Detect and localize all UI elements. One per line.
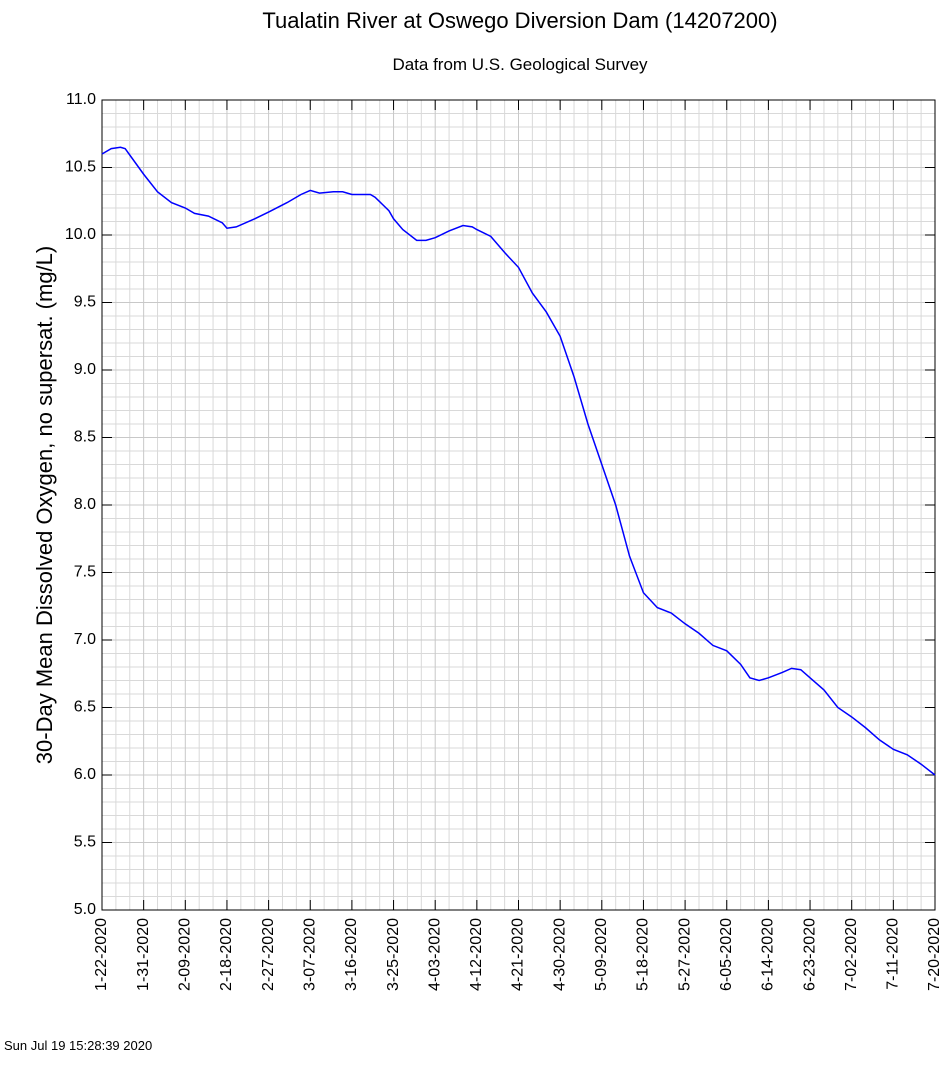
x-tick-label: 5-27-2020 [676, 918, 693, 991]
y-tick-label: 8.5 [74, 429, 96, 446]
plot-frame [101, 99, 936, 911]
x-tick-label: 7-11-2020 [885, 918, 902, 990]
y-tick-label: 10.0 [65, 226, 96, 243]
x-tick-label: 6-05-2020 [718, 918, 735, 991]
x-tick-label: 4-21-2020 [510, 918, 527, 991]
x-tick-label: 2-27-2020 [260, 918, 277, 991]
x-tick-label: 7-02-2020 [843, 918, 860, 991]
x-tick-label: 4-03-2020 [426, 918, 443, 991]
y-tick-label: 11.0 [66, 91, 96, 108]
x-tick-label: 3-07-2020 [301, 918, 318, 991]
y-tick-label: 9.0 [74, 361, 96, 378]
footer-timestamp: Sun Jul 19 15:28:39 2020 [4, 1038, 152, 1053]
y-tick-label: 5.0 [74, 901, 96, 918]
x-tick-label: 2-18-2020 [218, 918, 235, 991]
x-tick-label: 1-22-2020 [93, 918, 110, 991]
x-tick-label: 4-12-2020 [468, 918, 485, 991]
y-tick-label: 6.5 [74, 699, 96, 716]
x-tick-label: 3-16-2020 [343, 918, 360, 991]
x-tick-label: 3-25-2020 [385, 918, 402, 991]
y-tick-label: 5.5 [74, 834, 96, 851]
y-tick-label: 10.5 [65, 159, 96, 176]
y-tick-label: 7.0 [74, 631, 96, 648]
x-tick-label: 5-09-2020 [593, 918, 610, 991]
chart-title: Tualatin River at Oswego Diversion Dam (… [262, 8, 777, 33]
x-tick-label: 7-20-2020 [926, 918, 943, 991]
x-tick-label: 1-31-2020 [135, 918, 152, 991]
data-line [101, 146, 936, 776]
y-tick-label: 8.0 [74, 496, 96, 513]
x-tick-label: 6-14-2020 [760, 918, 777, 991]
x-tick-label: 5-18-2020 [635, 918, 652, 991]
y-tick-label: 7.5 [74, 564, 96, 581]
chart-subtitle: Data from U.S. Geological Survey [392, 55, 648, 74]
x-tick-label: 2-09-2020 [177, 918, 194, 991]
x-tick-label: 4-30-2020 [551, 918, 568, 991]
x-tick-label: 6-23-2020 [801, 918, 818, 991]
y-tick-label: 6.0 [74, 766, 96, 783]
y-axis-label: 30-Day Mean Dissolved Oxygen, no supersa… [32, 246, 57, 764]
y-tick-label: 9.5 [74, 294, 96, 311]
